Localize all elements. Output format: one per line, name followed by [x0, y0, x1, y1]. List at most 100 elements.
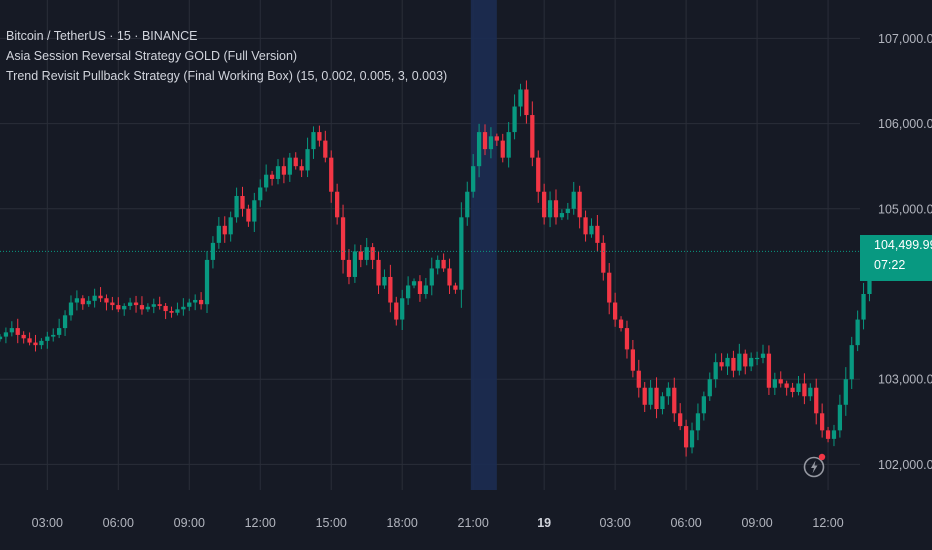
candle-body[interactable]	[613, 302, 618, 320]
candle-body[interactable]	[423, 285, 428, 294]
candle-body[interactable]	[754, 357, 760, 360]
candle-body[interactable]	[39, 340, 44, 346]
candle-body[interactable]	[577, 191, 582, 218]
candle-body[interactable]	[601, 242, 606, 273]
candle-body[interactable]	[234, 196, 239, 218]
candle-body[interactable]	[281, 166, 287, 175]
candle-body[interactable]	[127, 302, 133, 306]
candle-body[interactable]	[843, 379, 848, 405]
candle-body[interactable]	[21, 334, 26, 339]
candle-body[interactable]	[216, 225, 221, 243]
candle-body[interactable]	[547, 200, 553, 218]
candle-body[interactable]	[222, 225, 227, 235]
candle-body[interactable]	[476, 132, 482, 167]
indicator-trend-revisit[interactable]: Trend Revisit Pullback Strategy (Final W…	[6, 69, 448, 83]
candle-body[interactable]	[104, 298, 109, 303]
candle-body[interactable]	[660, 396, 665, 410]
candle-body[interactable]	[340, 217, 346, 260]
candle-body[interactable]	[595, 225, 600, 243]
candle-body[interactable]	[429, 268, 434, 286]
candle-body[interactable]	[642, 387, 647, 405]
candle-body[interactable]	[530, 115, 535, 158]
candle-body[interactable]	[317, 132, 322, 141]
candle-body[interactable]	[435, 259, 440, 269]
candle-body[interactable]	[193, 299, 198, 303]
candle-body[interactable]	[240, 196, 245, 209]
candle-body[interactable]	[305, 149, 310, 171]
candle-body[interactable]	[707, 379, 712, 397]
candle-body[interactable]	[417, 281, 423, 294]
candle-body[interactable]	[3, 332, 9, 337]
candle-body[interactable]	[33, 342, 38, 346]
candle-body[interactable]	[482, 132, 488, 150]
candle-body[interactable]	[246, 208, 251, 222]
candle-body[interactable]	[157, 304, 162, 306]
candle-body[interactable]	[459, 217, 464, 290]
candle-body[interactable]	[441, 259, 446, 269]
candle-body[interactable]	[447, 268, 452, 286]
candle-body[interactable]	[618, 319, 624, 329]
candle-body[interactable]	[92, 295, 97, 301]
candle-body[interactable]	[553, 200, 559, 218]
candle-body[interactable]	[364, 247, 369, 260]
candle-body[interactable]	[583, 217, 588, 235]
candle-body[interactable]	[648, 387, 653, 405]
candle-body[interactable]	[666, 387, 671, 397]
candle-body[interactable]	[299, 166, 304, 171]
candle-body[interactable]	[187, 302, 192, 307]
candle-body[interactable]	[766, 353, 772, 388]
candle-body[interactable]	[731, 357, 736, 371]
candle-body[interactable]	[405, 285, 411, 299]
candle-body[interactable]	[228, 217, 233, 235]
candle-body[interactable]	[855, 319, 860, 346]
candle-body[interactable]	[110, 302, 115, 306]
candle-body[interactable]	[293, 157, 298, 167]
candle-body[interactable]	[370, 247, 375, 260]
candle-body[interactable]	[352, 251, 358, 277]
candle-body[interactable]	[210, 242, 216, 260]
candle-body[interactable]	[778, 379, 783, 384]
candle-body[interactable]	[808, 387, 813, 397]
indicator-asia-session[interactable]: Asia Session Reversal Strategy GOLD (Ful…	[6, 49, 298, 63]
candle-body[interactable]	[411, 281, 417, 286]
candle-body[interactable]	[169, 311, 174, 313]
symbol-title[interactable]: Bitcoin / TetherUS · 15 · BINANCE	[6, 29, 198, 43]
candle-body[interactable]	[258, 187, 263, 201]
candle-body[interactable]	[737, 353, 742, 371]
candle-body[interactable]	[15, 328, 20, 335]
candle-body[interactable]	[494, 136, 499, 141]
candle-body[interactable]	[825, 430, 831, 439]
candle-body[interactable]	[86, 300, 91, 305]
candle-body[interactable]	[849, 345, 854, 380]
candle-body[interactable]	[654, 387, 659, 410]
candle-body[interactable]	[814, 387, 819, 414]
candle-body[interactable]	[198, 299, 204, 305]
candle-body[interactable]	[329, 157, 334, 192]
candle-body[interactable]	[151, 304, 156, 307]
candle-body[interactable]	[772, 379, 777, 388]
candle-body[interactable]	[116, 305, 121, 310]
candle-body[interactable]	[0, 336, 3, 340]
candle-body[interactable]	[264, 174, 269, 188]
candle-body[interactable]	[790, 387, 795, 392]
candle-body[interactable]	[542, 191, 547, 218]
candle-body[interactable]	[518, 89, 523, 107]
candle-body[interactable]	[471, 166, 476, 192]
candle-body[interactable]	[743, 353, 748, 367]
candle-body[interactable]	[275, 166, 281, 179]
candle-body[interactable]	[713, 362, 718, 380]
candle-body[interactable]	[749, 357, 754, 367]
candle-body[interactable]	[204, 259, 210, 305]
candle-body[interactable]	[323, 140, 328, 158]
candle-body[interactable]	[636, 370, 641, 388]
candle-body[interactable]	[175, 309, 180, 313]
candle-body[interactable]	[796, 383, 801, 392]
candle-body[interactable]	[837, 404, 843, 431]
candle-body[interactable]	[512, 106, 517, 133]
candle-body[interactable]	[571, 191, 576, 209]
candle-body[interactable]	[27, 338, 32, 343]
candle-body[interactable]	[346, 259, 352, 277]
candle-body[interactable]	[98, 295, 103, 299]
